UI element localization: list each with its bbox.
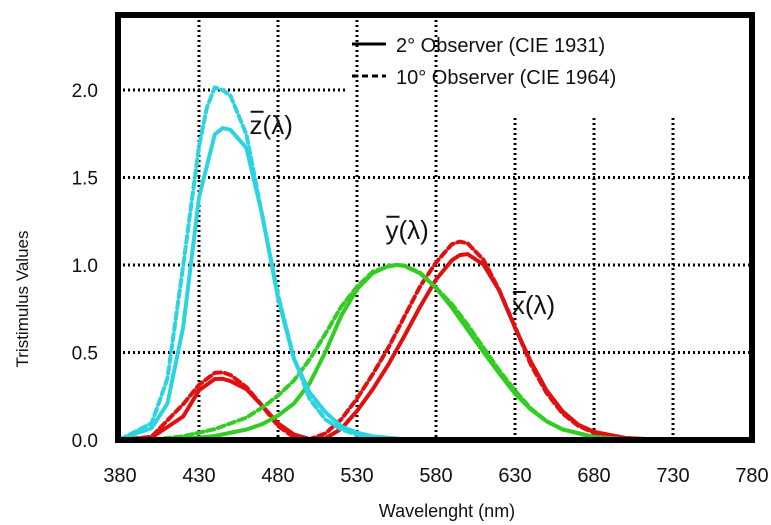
annotation-layer: z(λ) y(λ) x(λ): [250, 110, 556, 320]
y-axis-title: Tristimulus Values: [13, 231, 32, 368]
series-z-2deg-line: [118, 126, 470, 442]
y-tick-label: 0.0: [72, 431, 98, 452]
x-tick-label: 480: [261, 465, 294, 487]
plot-frame: [115, 12, 755, 443]
y-tick-label: 1.5: [72, 169, 98, 190]
annotation-z-label: z(λ): [250, 110, 293, 140]
x-tick-label: 530: [340, 465, 373, 487]
legend-label-2deg: 2° Observer (CIE 1931): [396, 35, 605, 57]
x-tick-label: 780: [735, 465, 768, 487]
annotation-x-label: x(λ): [512, 290, 555, 320]
y-tick-label: 1.0: [72, 256, 98, 277]
annotation-y-label: y(λ): [385, 215, 428, 245]
x-tick-label: 430: [182, 465, 215, 487]
legend-label-10deg: 10° Observer (CIE 1964): [396, 67, 616, 89]
axis-layer: 0.0 0.5 1.0 1.5 2.0 380 430 480 530 580 630 680 730 7…: [72, 81, 769, 487]
y-tick-label: 0.5: [72, 344, 98, 365]
x-axis-title: Wavelenght (nm): [379, 501, 515, 521]
legend: 2° Observer (CIE 1931) 10° Observer (CIE…: [352, 35, 616, 89]
series-layer: [118, 85, 660, 442]
series-z-10deg-line: [118, 85, 470, 442]
x-tick-label: 630: [498, 465, 531, 487]
x-tick-label: 580: [419, 465, 452, 487]
series-x-10deg-line: [118, 239, 660, 442]
y-tick-label: 2.0: [72, 81, 98, 102]
x-tick-label: 730: [656, 465, 689, 487]
x-tick-label: 680: [577, 465, 610, 487]
x-tick-label: 380: [103, 465, 136, 487]
series-y-10deg-line: [118, 263, 660, 442]
